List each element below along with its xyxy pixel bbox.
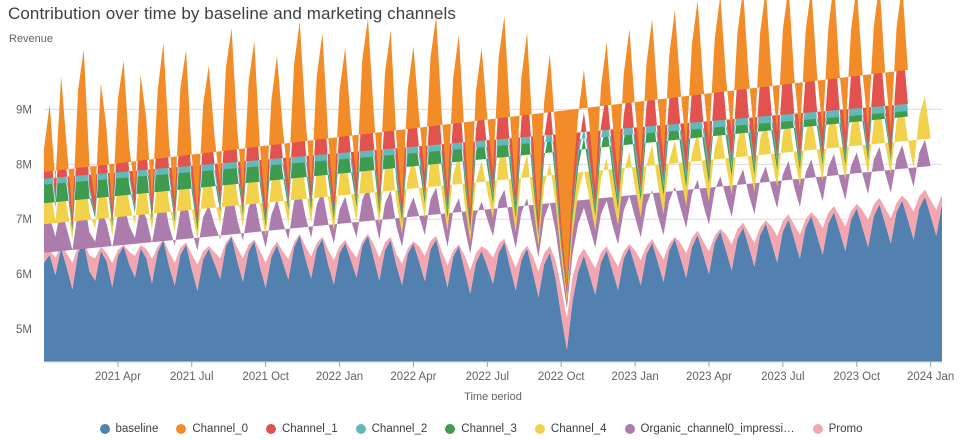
legend-item-baseline[interactable]: baseline xyxy=(99,423,159,435)
legend-swatch-icon xyxy=(624,424,635,434)
legend-item-label: Channel_2 xyxy=(371,423,428,435)
legend-item-label: Promo xyxy=(828,423,863,435)
legend-swatch-icon xyxy=(99,424,110,434)
x-axis-tick-label: 2023 Jul xyxy=(761,371,804,383)
series-areas xyxy=(44,0,942,362)
x-axis-tick-label: 2024 Jan xyxy=(907,371,954,383)
x-axis-tick-label: 2021 Oct xyxy=(242,371,289,383)
chart-subtitle: Revenue xyxy=(9,33,54,45)
x-axis-title: Time period xyxy=(464,391,522,400)
legend-item-channel-4[interactable]: Channel_4 xyxy=(534,423,607,435)
legend-item-label: Organic_channel0_impressi… xyxy=(640,423,795,435)
legend-item-label: baseline xyxy=(115,423,159,435)
legend-swatch-icon xyxy=(812,424,823,434)
legend-item-channel-1[interactable]: Channel_1 xyxy=(265,423,338,435)
x-axis-tick-label: 2021 Jul xyxy=(170,371,213,383)
y-axis-tick-label: 8M xyxy=(16,159,32,171)
legend-item-label: Channel_1 xyxy=(281,423,338,435)
y-axis-tick-label: 5M xyxy=(16,324,32,336)
series-area-promo xyxy=(44,189,942,350)
x-axis-tick-label: 2021 Apr xyxy=(95,371,141,383)
legend-swatch-icon xyxy=(355,424,366,434)
legend-item-channel-3[interactable]: Channel_3 xyxy=(445,423,517,435)
legend-item-channel-2[interactable]: Channel_2 xyxy=(355,423,428,435)
series-area-channel-0 xyxy=(44,0,908,288)
chart-legend: baseline Channel_0 Channel_1 Channel_2 Chann… xyxy=(0,418,962,440)
plot-area: 5M 6M 7M 8M 9M 2021 Apr 2021 Jul 2021 Oct 2022 J… xyxy=(16,0,954,400)
x-axis-ticks: 2021 Apr 2021 Jul 2021 Oct 2022 Jan 2022 Apr… xyxy=(95,362,954,383)
x-axis-tick-label: 2022 Oct xyxy=(538,371,585,383)
legend-item-channel-0[interactable]: Channel_0 xyxy=(176,423,248,435)
legend-item-promo[interactable]: Promo xyxy=(812,423,863,435)
x-axis-tick-label: 2023 Apr xyxy=(686,371,732,383)
legend-item-label: Channel_3 xyxy=(461,423,517,435)
stacked-area-plot: 5M 6M 7M 8M 9M 2021 Apr 2021 Jul 2021 Oct 2022 J… xyxy=(16,0,954,400)
x-axis-tick-label: 2023 Jan xyxy=(611,371,658,383)
y-axis-tick-label: 6M xyxy=(16,269,32,281)
x-axis-tick-label: 2022 Jan xyxy=(316,371,363,383)
series-area-baseline xyxy=(44,196,942,362)
legend-item-label: Channel_4 xyxy=(550,423,607,435)
y-axis-tick-label: 7M xyxy=(16,214,32,226)
legend-swatch-icon xyxy=(445,424,456,434)
legend-swatch-icon xyxy=(265,424,276,434)
legend-swatch-icon xyxy=(176,424,187,434)
x-axis-tick-label: 2022 Jul xyxy=(466,371,509,383)
x-axis-tick-label: 2022 Apr xyxy=(390,371,436,383)
series-area-channel-1 xyxy=(44,35,908,294)
legend-item-organic-channel0-impressi[interactable]: Organic_channel0_impressi… xyxy=(624,423,795,435)
chart-title: Contribution over time by baseline and m… xyxy=(8,4,456,23)
legend-swatch-icon xyxy=(534,424,545,434)
y-axis-tick-label: 9M xyxy=(16,104,32,116)
legend-item-label: Channel_0 xyxy=(192,423,248,435)
x-axis-tick-label: 2023 Oct xyxy=(833,371,880,383)
